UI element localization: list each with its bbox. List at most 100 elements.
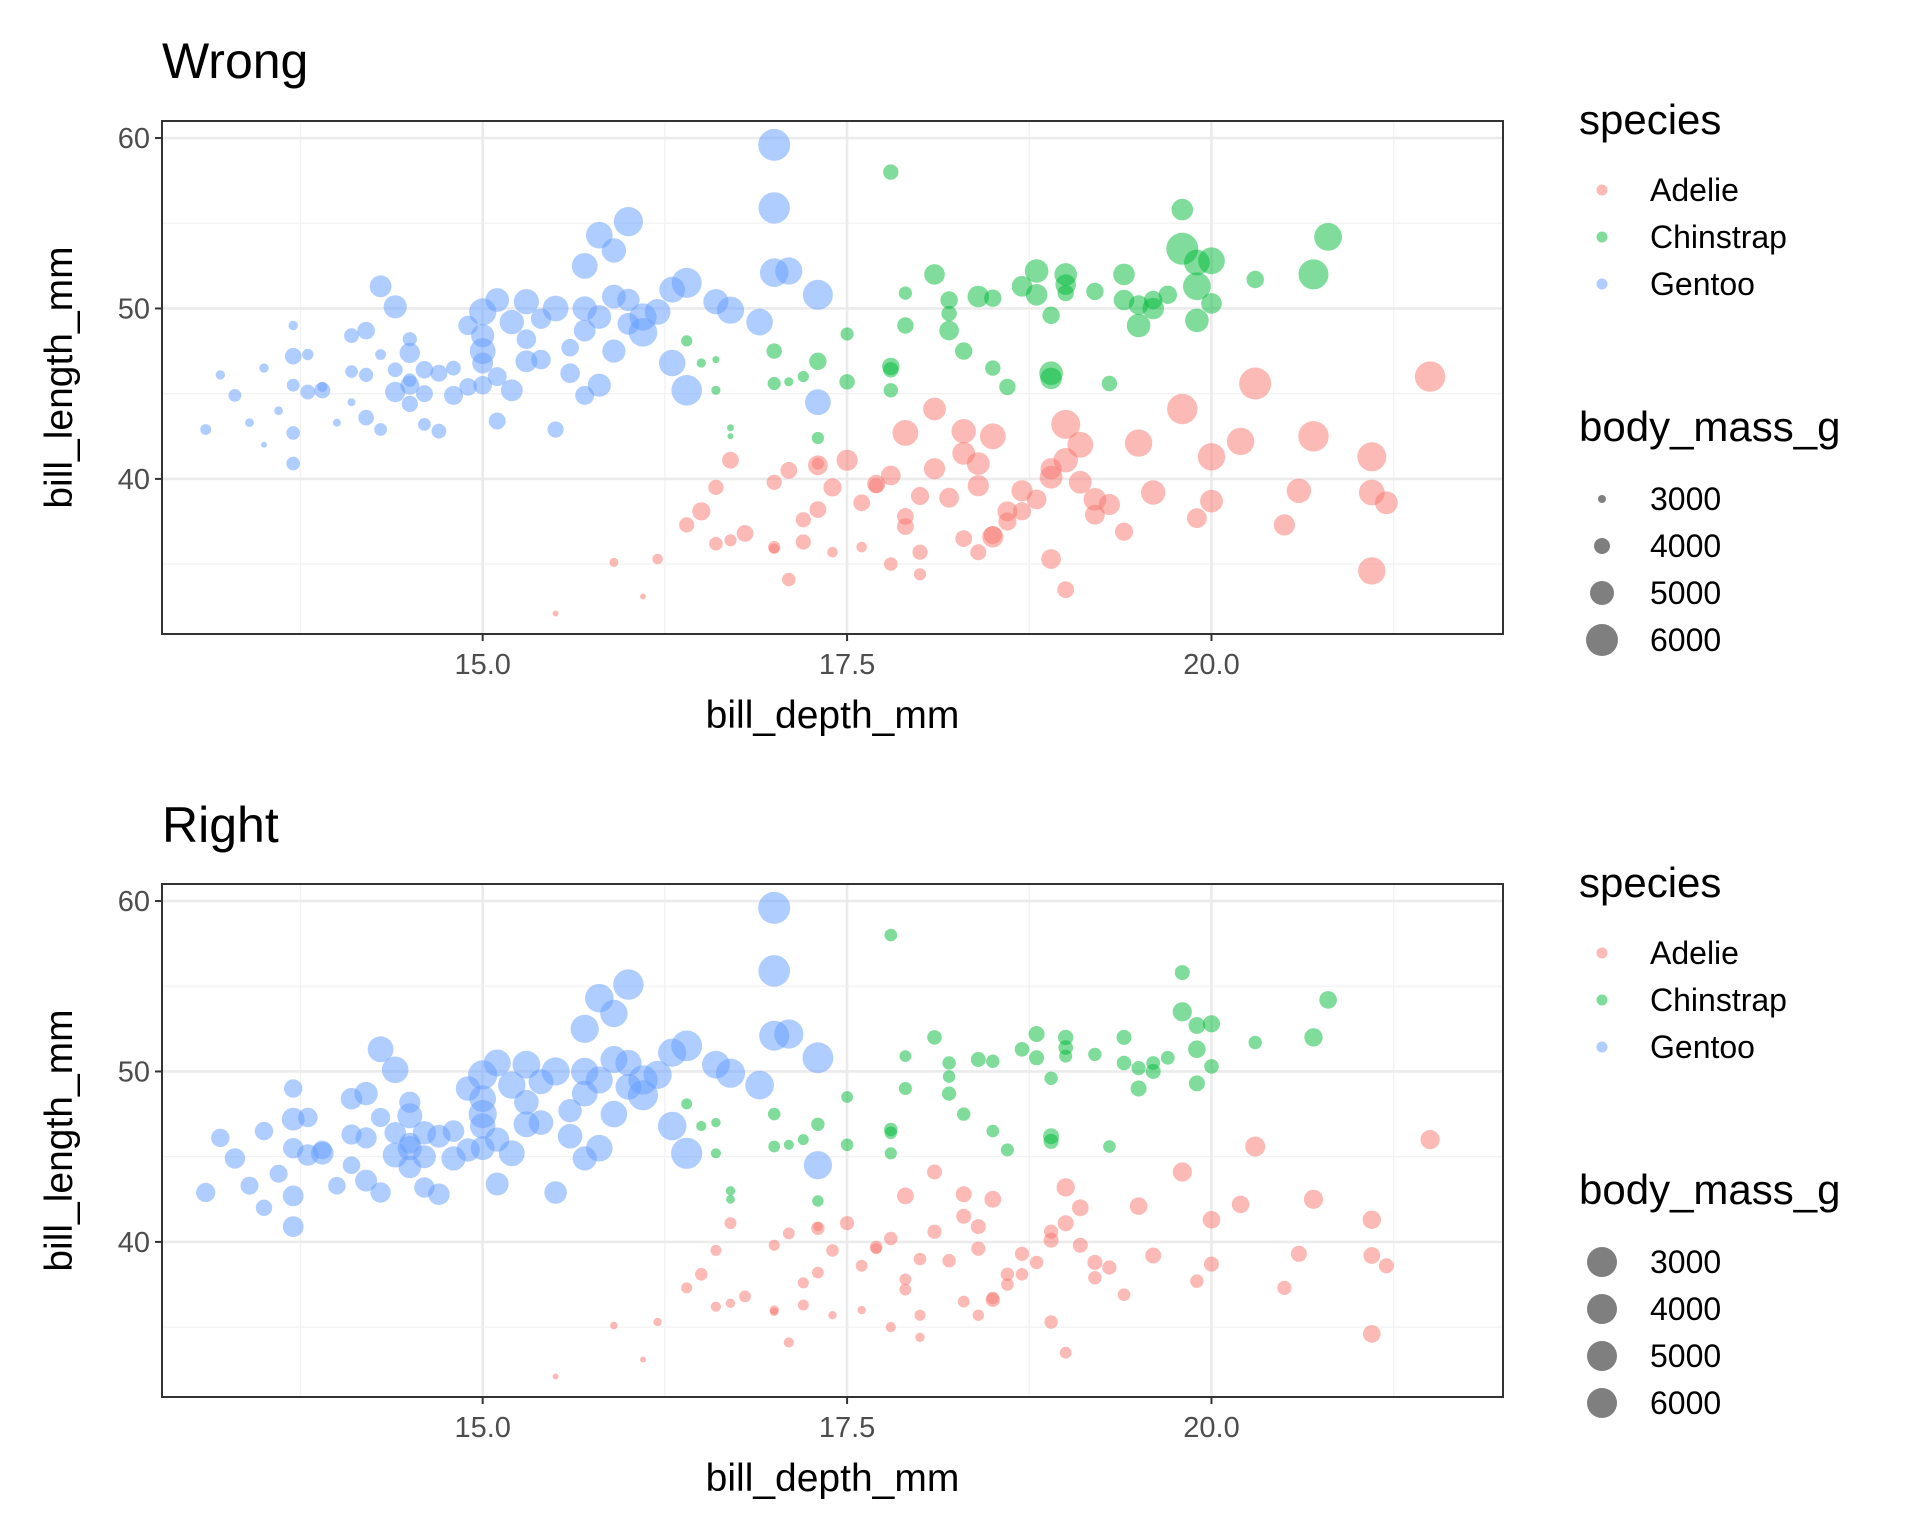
data-point [652, 553, 663, 565]
data-point [986, 1054, 1000, 1068]
legend-key [1587, 1294, 1617, 1324]
data-point [1160, 1050, 1175, 1065]
series-chinstrap [681, 164, 1342, 445]
data-point [1146, 1056, 1161, 1070]
data-point [342, 1156, 361, 1174]
data-point [979, 423, 1006, 450]
data-point [1245, 1136, 1266, 1157]
y-tick-label: 50 [118, 293, 150, 325]
data-point [500, 379, 523, 402]
data-point [488, 412, 506, 430]
data-point [1059, 1346, 1072, 1359]
data-point [914, 1309, 926, 1321]
data-point [1303, 1189, 1324, 1209]
data-point [1088, 1271, 1102, 1285]
data-point [1286, 478, 1312, 503]
data-point [547, 421, 564, 438]
data-point [892, 420, 919, 446]
data-point [1362, 1210, 1382, 1230]
legend-key [1590, 581, 1614, 605]
data-point [1188, 1017, 1206, 1034]
data-point [898, 1082, 912, 1095]
data-point [982, 526, 1004, 548]
data-point [613, 207, 644, 237]
data-point [1298, 259, 1329, 290]
data-point [415, 385, 433, 403]
data-point [286, 378, 300, 392]
data-point [1171, 198, 1194, 221]
legend-label: 6000 [1650, 622, 1721, 658]
data-point [384, 1122, 407, 1144]
data-point [827, 546, 838, 558]
data-point [671, 1030, 703, 1062]
legend-label: 6000 [1650, 1385, 1721, 1421]
data-point [1028, 1026, 1045, 1042]
data-point [602, 339, 626, 363]
legend-key [1587, 1247, 1617, 1277]
data-point [768, 1140, 781, 1153]
x-tick-label: 20.0 [1183, 649, 1239, 681]
data-point [585, 1066, 613, 1094]
series-gentoo [200, 128, 833, 471]
data-point [196, 1182, 216, 1203]
legend-label: 5000 [1650, 1338, 1721, 1374]
data-point [1116, 1029, 1132, 1045]
data-point [758, 128, 791, 161]
legend-title: body_mass_g [1579, 1166, 1841, 1213]
data-point [1197, 443, 1226, 471]
data-point [1117, 1288, 1131, 1301]
data-point [354, 1081, 378, 1106]
data-point [254, 1121, 274, 1141]
data-point [617, 288, 640, 312]
legend-label: 4000 [1650, 1291, 1721, 1327]
data-point [797, 1134, 809, 1146]
data-point [347, 398, 356, 407]
data-point [984, 1190, 1002, 1208]
data-point [811, 431, 825, 445]
data-point [870, 1243, 882, 1255]
data-point [286, 456, 301, 471]
chart-panel-right: Right 15.0 17.5 20.0 40 50 60 bill_depth_mm bill… [38, 797, 1841, 1500]
data-point [802, 1042, 834, 1074]
data-point [681, 1282, 693, 1294]
data-point [1000, 1143, 1014, 1157]
data-point [726, 1194, 735, 1204]
data-point [766, 474, 782, 490]
data-point [431, 423, 447, 439]
legend-key [1587, 1388, 1617, 1418]
data-point [485, 288, 510, 312]
data-point [557, 1123, 583, 1149]
data-point [1172, 1162, 1192, 1182]
data-point [1059, 1049, 1073, 1063]
legend-label: 3000 [1650, 1244, 1721, 1280]
data-point [284, 347, 302, 365]
data-point [709, 536, 723, 551]
legend-label: Chinstrap [1650, 982, 1787, 1018]
data-point [317, 381, 328, 392]
data-point [397, 1103, 423, 1129]
data-point [446, 360, 461, 376]
data-point [1204, 1059, 1219, 1074]
data-point [923, 397, 946, 421]
data-point [1068, 470, 1092, 494]
data-point [897, 518, 914, 535]
data-point [840, 327, 854, 341]
data-point [658, 349, 686, 377]
data-point [1190, 1274, 1204, 1288]
y-tick-label: 60 [118, 886, 150, 918]
data-point [812, 1266, 824, 1279]
data-point [972, 1309, 984, 1321]
data-point [712, 356, 720, 364]
data-point [910, 486, 930, 506]
series-gentoo [196, 891, 834, 1237]
legend-label: Chinstrap [1650, 219, 1787, 255]
data-point [1363, 1325, 1381, 1343]
data-point [797, 1299, 809, 1311]
data-point [999, 378, 1016, 396]
plot-border [161, 120, 1504, 635]
x-tick-label: 20.0 [1183, 1412, 1239, 1444]
data-point [587, 305, 612, 329]
data-point [795, 512, 811, 528]
data-point [1141, 480, 1166, 505]
data-point [811, 1117, 825, 1132]
